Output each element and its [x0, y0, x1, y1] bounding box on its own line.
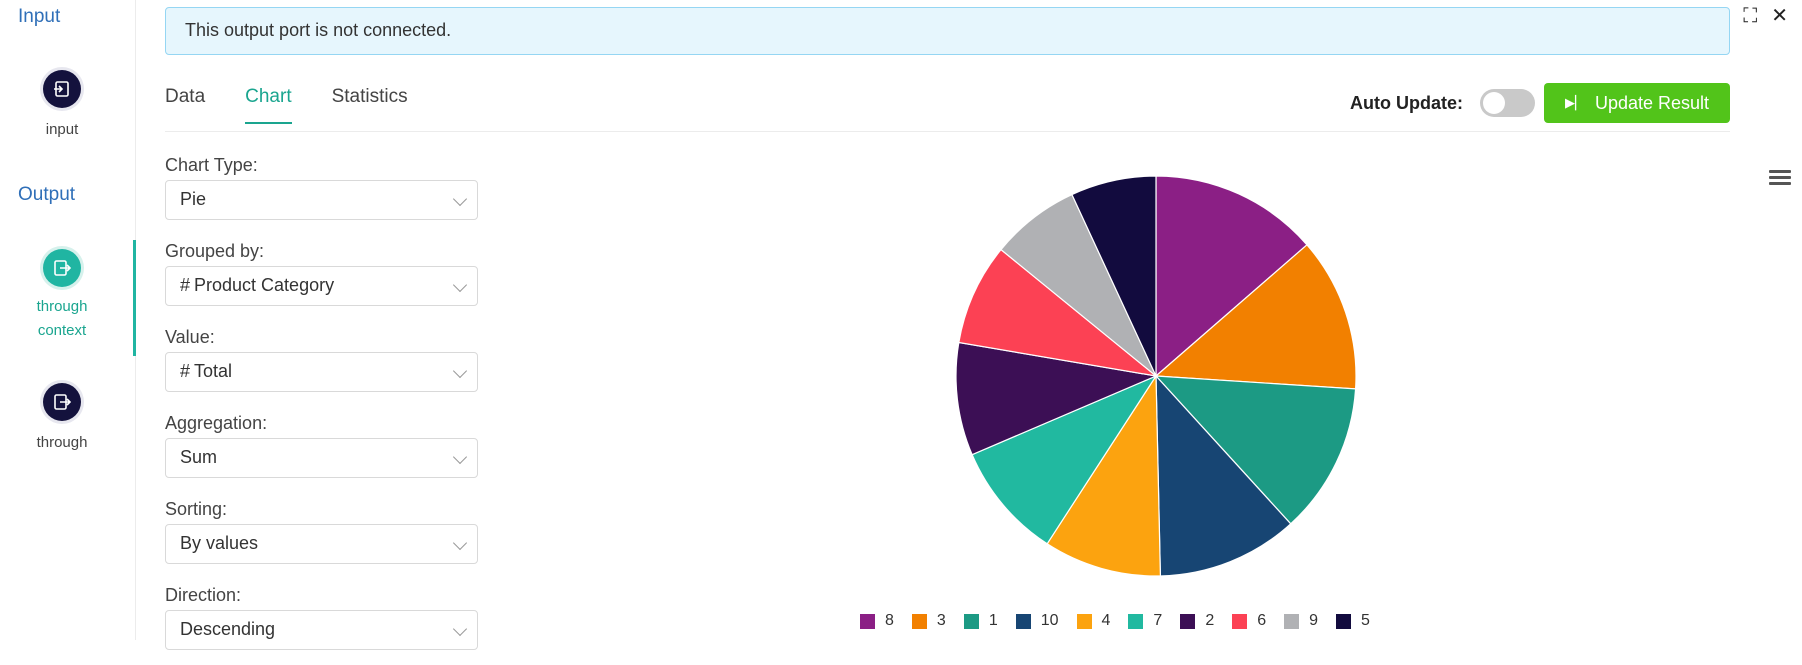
legend-item-9[interactable]: 9	[1284, 612, 1318, 630]
sidebar-node-through-context[interactable]: through context	[0, 249, 124, 343]
sidebar-node-label: through	[36, 434, 88, 451]
tab-bar: Data Chart Statistics	[165, 86, 408, 124]
aggregation-label: Aggregation:	[165, 413, 268, 433]
legend-label: 1	[988, 612, 998, 629]
sidebar-section-output: Output	[18, 184, 76, 205]
legend-item-10[interactable]: 10	[1015, 612, 1059, 630]
direction-select[interactable]: Descending	[165, 610, 478, 650]
grouped-by-value: Product Category	[194, 275, 335, 295]
legend-label: 5	[1361, 612, 1370, 629]
grouped-by-select[interactable]: # Product Category	[165, 266, 478, 306]
update-result-button[interactable]: ▶▏ Update Result	[1544, 83, 1730, 123]
legend-swatch	[860, 613, 875, 629]
sidebar: Input input Output through context throu…	[0, 0, 136, 640]
legend-label: 3	[936, 612, 946, 629]
legend-swatch	[963, 613, 979, 629]
pie-slice-4[interactable]	[1046, 374, 1162, 577]
pie-slice-10[interactable]	[1155, 374, 1292, 577]
hash-icon: #	[180, 275, 191, 295]
toggle-knob	[1483, 92, 1505, 114]
legend-item-2[interactable]: 2	[1180, 612, 1214, 630]
legend-label: 10	[1040, 612, 1059, 629]
legend-label: 6	[1257, 612, 1267, 629]
legend-swatch	[1180, 613, 1196, 629]
legend-item-6[interactable]: 6	[1232, 612, 1266, 630]
pie-slice-8[interactable]	[1155, 175, 1308, 378]
grouped-by-label: Grouped by:	[165, 241, 265, 261]
close-icon[interactable]: ✕	[1771, 5, 1788, 27]
chart-menu-icon[interactable]	[1769, 170, 1791, 188]
pie-slice-3[interactable]	[1154, 243, 1357, 390]
info-banner: This output port is not connected.	[165, 7, 1730, 55]
sidebar-node-label: through context	[36, 298, 88, 339]
legend-label: 7	[1153, 612, 1163, 629]
chart-type-value: Pie	[180, 189, 207, 209]
tab-data[interactable]: Data	[165, 86, 206, 107]
aggregation-select[interactable]: Sum	[165, 438, 478, 478]
legend-swatch	[1015, 613, 1031, 629]
chevron-down-icon	[452, 449, 468, 465]
tab-statistics[interactable]: Statistics	[331, 86, 408, 107]
pie-slice-7[interactable]	[971, 374, 1158, 545]
pie-chart	[955, 175, 1357, 577]
chart-type-label: Chart Type:	[165, 155, 258, 175]
input-port-icon	[43, 70, 81, 108]
chevron-down-icon	[452, 277, 468, 293]
pie-slice-1[interactable]	[1154, 375, 1357, 525]
sorting-label: Sorting:	[165, 499, 228, 519]
chart-type-select[interactable]: Pie	[165, 180, 478, 220]
chevron-down-icon	[452, 363, 468, 379]
sorting-select[interactable]: By values	[165, 524, 478, 564]
sidebar-node-input[interactable]: input	[0, 70, 124, 142]
aggregation-value: Sum	[180, 447, 218, 467]
legend-swatch	[1076, 613, 1092, 629]
auto-update-toggle[interactable]	[1480, 89, 1535, 117]
output-port-icon	[43, 383, 81, 421]
direction-label: Direction:	[165, 585, 242, 605]
chevron-down-icon	[452, 535, 468, 551]
fullscreen-icon[interactable]: ⛶	[1743, 5, 1758, 27]
legend-label: 4	[1101, 612, 1111, 629]
legend-item-8[interactable]: 8	[860, 612, 894, 630]
output-port-icon	[43, 249, 81, 287]
legend-item-7[interactable]: 7	[1128, 612, 1162, 630]
chevron-down-icon	[452, 191, 468, 207]
tab-divider	[165, 131, 1730, 132]
active-indicator	[133, 240, 136, 356]
legend-swatch	[1128, 613, 1144, 629]
direction-value: Descending	[180, 619, 276, 639]
legend-label: 8	[885, 612, 894, 629]
legend-label: 9	[1309, 612, 1319, 629]
value-select[interactable]: # Total	[165, 352, 478, 392]
sorting-value: By values	[180, 533, 259, 553]
legend-label: 2	[1205, 612, 1215, 629]
value-label: Value:	[165, 327, 215, 347]
sidebar-node-label: input	[45, 121, 79, 138]
hash-icon: #	[180, 361, 191, 381]
legend-swatch	[911, 613, 927, 629]
legend-swatch	[1284, 613, 1300, 629]
legend-item-5[interactable]: 5	[1336, 612, 1370, 630]
chart-legend: 8 3 1 10 4 7 2 6 9 5	[860, 612, 1370, 630]
auto-update-label: Auto Update:	[1350, 93, 1463, 113]
update-result-label: Update Result	[1594, 92, 1710, 113]
pie-slice-2[interactable]	[955, 341, 1159, 456]
window-controls: ⛶ ✕	[1743, 6, 1788, 26]
chevron-down-icon	[452, 621, 468, 637]
tab-chart[interactable]: Chart	[245, 86, 292, 124]
sidebar-node-through[interactable]: through	[0, 383, 124, 455]
legend-item-3[interactable]: 3	[911, 612, 946, 630]
legend-swatch	[1336, 613, 1352, 629]
play-icon: ▶▏	[1564, 95, 1585, 110]
sidebar-section-input: Input	[18, 6, 61, 27]
value-value: Total	[194, 361, 233, 381]
pie-slice-5[interactable]	[1071, 175, 1157, 377]
legend-item-1[interactable]: 1	[963, 612, 998, 630]
legend-item-4[interactable]: 4	[1076, 612, 1111, 630]
legend-swatch	[1232, 613, 1248, 629]
pie-slice-6[interactable]	[958, 248, 1159, 377]
